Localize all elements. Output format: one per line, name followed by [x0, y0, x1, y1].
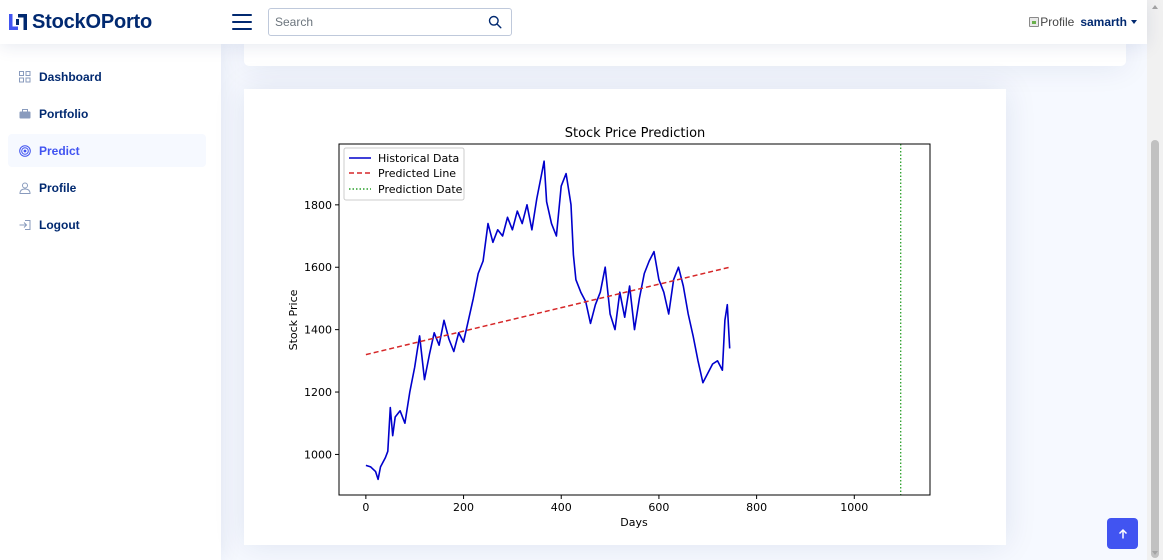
legend: Historical Data Predicted Line Predictio…	[343, 147, 465, 201]
predicted-line	[365, 266, 730, 356]
x-tick-label: 800	[746, 501, 767, 514]
x-axis-label: Days	[620, 516, 648, 529]
chevron-down-icon	[1131, 20, 1137, 24]
scrollbar-thumb[interactable]	[1151, 140, 1159, 558]
logo[interactable]: StockOPorto	[8, 11, 230, 34]
sidebar-item-label: Profile	[39, 180, 77, 195]
arrow-up-icon	[1118, 528, 1127, 538]
y-tick-label: 1200	[304, 386, 332, 399]
sidebar-item-logout[interactable]: Logout	[8, 208, 206, 241]
sidebar-item-label: Predict	[39, 143, 80, 158]
legend-label-predicted: Predicted Line	[378, 167, 456, 180]
username: samarth	[1080, 15, 1127, 29]
sidebar-item-profile[interactable]: Profile	[8, 171, 206, 204]
x-tick-label: 1000	[840, 501, 868, 514]
plot-series	[365, 144, 902, 495]
target-icon	[19, 144, 31, 157]
app-name: StockOPorto	[32, 10, 153, 33]
top-header: StockOPorto Profile samarth	[0, 0, 1147, 44]
avatar-alt-text: Profile	[1040, 15, 1075, 29]
info-card	[244, 44, 1126, 66]
scroll-up-icon[interactable]	[1152, 5, 1158, 9]
x-tick-label: 600	[648, 501, 669, 514]
y-tick-label: 1800	[304, 199, 332, 212]
grid-icon	[19, 70, 31, 83]
sidebar-item-label: Dashboard	[39, 69, 102, 84]
x-tick-label: 0	[362, 501, 369, 514]
historical-data-line	[365, 160, 731, 481]
legend-box	[343, 147, 465, 201]
x-tick-label: 200	[453, 501, 474, 514]
search-button[interactable]	[485, 12, 505, 32]
plot-frame	[338, 143, 931, 496]
x-tick-label: 400	[551, 501, 572, 514]
search-input[interactable]	[275, 15, 485, 29]
page-scrollbar[interactable]	[1147, 0, 1163, 560]
chart-card: Stock Price Prediction 1000 1200 1400 1600 1…	[244, 89, 1006, 545]
sidebar-item-dashboard[interactable]: Dashboard	[8, 60, 206, 93]
y-axis-label: Stock Price	[287, 289, 300, 350]
menu-toggle-icon[interactable]	[232, 14, 252, 30]
y-axis-ticks: 1000 1200 1400 1600 1800	[304, 199, 339, 461]
legend-label-prediction-date: Prediction Date	[378, 183, 463, 196]
y-tick-label: 1600	[304, 261, 332, 274]
y-tick-label: 1000	[304, 448, 332, 461]
person-icon	[19, 182, 31, 194]
scroll-down-icon[interactable]	[1152, 551, 1158, 555]
profile-dropdown[interactable]: Profile samarth	[1029, 15, 1137, 29]
back-to-top-button[interactable]	[1107, 518, 1138, 549]
logo-icon	[9, 14, 27, 30]
sidebar-item-predict[interactable]: Predict	[8, 134, 206, 167]
sidebar: Dashboard Portfolio Predict Profile Logo…	[0, 44, 221, 560]
chart-title: Stock Price Prediction	[565, 126, 706, 141]
broken-image-icon	[1029, 17, 1040, 27]
stock-prediction-chart: Stock Price Prediction 10001200140016001…	[287, 126, 931, 529]
legend-label-historical: Historical Data	[378, 152, 459, 165]
search-icon	[488, 15, 502, 29]
logout-icon	[19, 219, 31, 231]
briefcase-icon	[19, 108, 31, 120]
sidebar-item-label: Portfolio	[39, 106, 89, 121]
x-axis-ticks: 0 200 400 600 800 1000	[362, 495, 868, 514]
avatar: Profile	[1029, 15, 1074, 29]
sidebar-item-portfolio[interactable]: Portfolio	[8, 97, 206, 130]
sidebar-item-label: Logout	[39, 217, 80, 232]
search-bar	[268, 8, 512, 36]
y-tick-label: 1400	[304, 324, 332, 337]
